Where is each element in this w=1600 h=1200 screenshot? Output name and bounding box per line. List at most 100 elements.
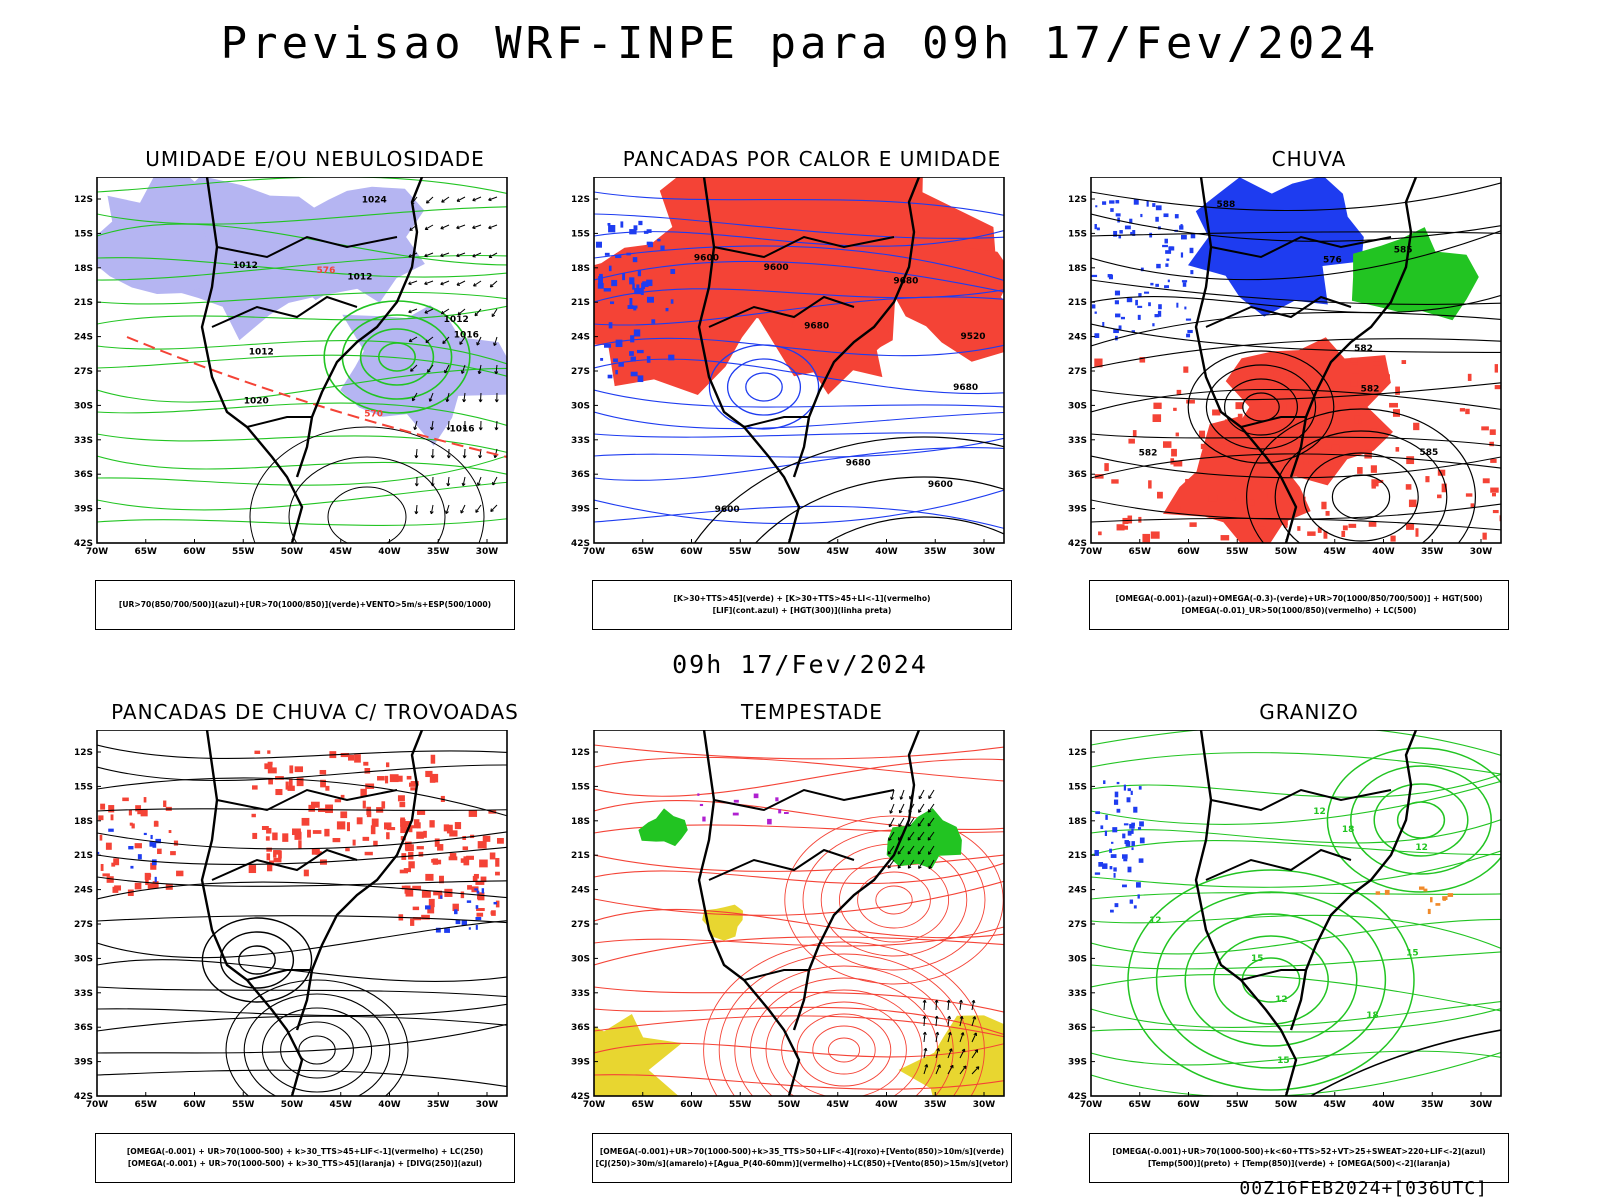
wind-arrowhead xyxy=(424,310,428,314)
shaded-speck xyxy=(340,811,348,819)
wind-vector xyxy=(463,448,466,459)
wind-arrowhead xyxy=(927,837,932,841)
lat-tick-label: 36S xyxy=(74,1023,93,1033)
wind-arrowhead xyxy=(462,455,467,459)
lon-tick-label: 35W xyxy=(924,547,947,557)
shaded-speck xyxy=(312,830,322,834)
wind-arrowhead xyxy=(408,254,412,258)
lon-tick-label: 35W xyxy=(924,1100,947,1110)
wind-arrowhead xyxy=(923,1047,928,1052)
wind-vector xyxy=(917,845,925,855)
shaded-speck xyxy=(495,900,500,908)
streamline xyxy=(594,447,1004,481)
legend-line: [LIF](cont.azul) + [HGT(300)](linha pret… xyxy=(712,606,892,615)
coastline xyxy=(295,177,424,478)
shaded-speck xyxy=(1127,788,1131,792)
wind-vector xyxy=(456,224,466,229)
shaded-area xyxy=(1188,177,1364,317)
wind-vector xyxy=(959,1048,966,1059)
shaded-speck xyxy=(443,824,450,832)
contour-label: 582 xyxy=(1361,384,1380,394)
wind-arrowhead xyxy=(972,1016,977,1020)
panel-umidade: UMIDADE E/OU NEBULOSIDADE 1012 1012 1012 10… xyxy=(57,147,557,637)
contour-label: 1016 xyxy=(450,425,475,435)
shaded-speck xyxy=(490,911,496,915)
wind-vector xyxy=(923,1032,926,1043)
streamline xyxy=(1091,730,1501,756)
state-border xyxy=(1240,969,1306,981)
shaded-speck xyxy=(1158,304,1162,310)
shaded-speck xyxy=(1135,299,1138,306)
shaded-speck xyxy=(1110,854,1117,858)
shaded-speck xyxy=(405,887,414,897)
shaded-speck xyxy=(1109,200,1115,204)
map-chuva: 582 582 576 582 585 585 588 12S 15S 18S 21S 24S 27S 3… xyxy=(1068,177,1502,557)
shaded-speck xyxy=(336,821,346,830)
contour-label: 9680 xyxy=(893,277,918,287)
map-layers xyxy=(1091,730,1501,1096)
legend-line: [UR>70(850/700/500)](azul)+[UR>70(1000/8… xyxy=(118,600,492,609)
state-border xyxy=(708,848,855,881)
shaded-speck xyxy=(1323,531,1328,539)
shaded-speck xyxy=(1210,443,1214,452)
wind-arrowhead xyxy=(446,483,451,487)
shaded-speck xyxy=(1371,479,1379,487)
shaded-speck xyxy=(401,821,411,826)
shaded-speck xyxy=(660,245,665,251)
shaded-speck xyxy=(1127,866,1132,873)
wind-vector xyxy=(474,308,482,317)
wind-vector xyxy=(935,1048,940,1059)
shaded-speck xyxy=(1176,302,1179,308)
shaded-speck xyxy=(1281,422,1288,432)
streamline xyxy=(594,756,1004,782)
state-border xyxy=(1205,848,1352,881)
lon-tick-label: 45W xyxy=(1324,547,1347,557)
wind-arrowhead xyxy=(408,281,412,286)
lat-tick-label: 21S xyxy=(571,298,590,308)
wind-vector xyxy=(907,831,915,841)
shaded-speck xyxy=(356,817,363,825)
wind-arrowhead xyxy=(456,225,460,230)
contour-line xyxy=(1373,783,1469,857)
contour-line xyxy=(1326,747,1501,893)
shaded-speck xyxy=(134,843,142,849)
shaded-speck xyxy=(1184,306,1187,310)
map-layers xyxy=(97,177,507,543)
shaded-speck xyxy=(1146,200,1149,207)
shaded-speck xyxy=(633,225,638,231)
wind-vector xyxy=(456,252,466,257)
lon-tick-label: 40W xyxy=(1372,1100,1395,1110)
streamline xyxy=(594,230,1004,247)
wind-vector xyxy=(491,308,498,317)
map-frame xyxy=(96,730,508,1097)
shaded-speck xyxy=(1114,791,1119,798)
lat-tick-label: 33S xyxy=(571,436,590,446)
border-line xyxy=(200,730,304,1096)
shaded-speck xyxy=(1127,830,1132,836)
shaded-speck xyxy=(1273,447,1278,454)
valid-time-label: 09h 17/Fev/2024 xyxy=(672,650,928,679)
shaded-speck xyxy=(303,869,309,877)
shaded-speck xyxy=(332,837,341,843)
wind-arrowhead xyxy=(414,455,419,459)
shaded-speck xyxy=(493,901,497,905)
shaded-speck xyxy=(1138,293,1142,297)
lon-tick-label: 30W xyxy=(476,1100,499,1110)
lat-tick-label: 18S xyxy=(74,264,93,274)
shaded-speck xyxy=(636,349,644,354)
shaded-area xyxy=(1351,227,1479,321)
streamline xyxy=(594,880,1004,916)
wind-vector xyxy=(947,1016,950,1027)
lat-tick-label: 12S xyxy=(571,748,590,758)
legend-box: [K>30+TTS>45](verde) + [K>30+TTS>45+LI<-… xyxy=(592,580,1012,630)
streamline xyxy=(594,854,1004,872)
shaded-speck xyxy=(449,830,458,837)
lon-tick-label: 60W xyxy=(183,547,206,557)
shaded-speck xyxy=(425,770,433,778)
shaded-speck xyxy=(1376,479,1384,484)
shaded-speck xyxy=(468,810,478,817)
wind-arrowhead xyxy=(494,399,499,403)
contour-line xyxy=(703,941,985,1096)
shaded-speck xyxy=(1425,476,1430,483)
shaded-speck xyxy=(454,909,458,915)
